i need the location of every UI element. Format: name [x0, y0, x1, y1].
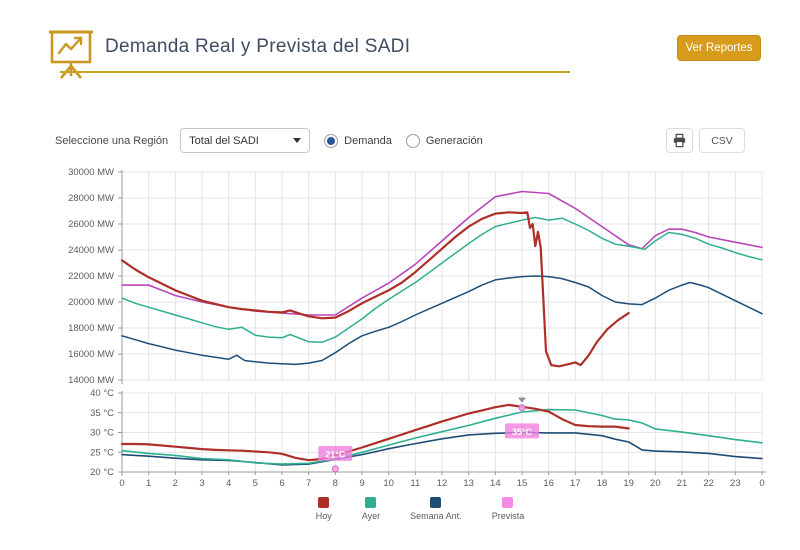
svg-text:18000 MW: 18000 MW	[68, 323, 114, 334]
svg-text:23: 23	[730, 478, 741, 489]
legend-item-semana-ant[interactable]: Semana Ant.	[410, 497, 462, 521]
radio-demanda[interactable]: Demanda	[324, 133, 392, 148]
svg-text:14: 14	[490, 478, 501, 489]
page-title: Demanda Real y Prevista del SADI	[105, 36, 411, 57]
svg-text:21°C: 21°C	[325, 449, 346, 459]
svg-text:20000 MW: 20000 MW	[68, 297, 114, 308]
header-underline	[60, 71, 570, 73]
presentation-chart-icon	[49, 30, 93, 79]
svg-text:21: 21	[677, 478, 688, 489]
svg-text:7: 7	[306, 478, 311, 489]
svg-text:17: 17	[570, 478, 581, 489]
svg-text:3: 3	[199, 478, 204, 489]
legend-item-ayer[interactable]: Ayer	[362, 497, 380, 521]
svg-text:30000 MW: 30000 MW	[68, 167, 114, 178]
printer-icon	[673, 133, 686, 148]
region-select[interactable]: Total del SADI	[180, 128, 311, 153]
svg-text:5: 5	[253, 478, 258, 489]
svg-text:22000 MW: 22000 MW	[68, 271, 114, 282]
ver-reportes-button[interactable]: Ver Reportes	[677, 35, 761, 61]
series-line-hoy	[120, 211, 630, 368]
series-line-semana-ant	[121, 275, 763, 366]
chart-legend: Hoy Ayer Semana Ant. Prevista	[100, 497, 740, 521]
radio-generacion[interactable]: Generación	[405, 133, 483, 148]
svg-text:20: 20	[650, 478, 661, 489]
legend-label-hoy: Hoy	[315, 511, 332, 521]
series-line-ayer	[121, 408, 763, 465]
legend-swatch-ayer	[365, 497, 377, 508]
svg-text:6: 6	[279, 478, 284, 489]
region-select-value: Total del SADI	[189, 134, 259, 147]
legend-item-hoy[interactable]: Hoy	[316, 497, 332, 521]
svg-text:25 °C: 25 °C	[90, 447, 114, 458]
svg-text:15: 15	[517, 478, 528, 489]
svg-text:22: 22	[703, 478, 714, 489]
radio-generacion-label: Generación	[425, 134, 483, 147]
chevron-down-icon	[293, 138, 302, 143]
svg-text:4: 4	[226, 478, 231, 489]
svg-text:18: 18	[597, 478, 608, 489]
csv-button[interactable]: CSV	[699, 128, 745, 153]
svg-text:0: 0	[119, 478, 124, 489]
region-select-label: Seleccione una Región	[55, 134, 169, 147]
legend-swatch-semana-ant	[430, 497, 442, 508]
series-line-ayer	[121, 216, 763, 344]
radio-demanda-label: Demanda	[344, 134, 392, 147]
radio-demanda-circle[interactable]	[324, 133, 339, 148]
svg-text:30 °C: 30 °C	[90, 428, 114, 439]
svg-text:12: 12	[437, 478, 448, 489]
svg-text:0: 0	[759, 478, 764, 489]
svg-text:9: 9	[359, 478, 364, 489]
svg-text:24000 MW: 24000 MW	[68, 245, 114, 256]
svg-text:8: 8	[333, 478, 338, 489]
print-button[interactable]	[666, 128, 693, 153]
svg-text:16: 16	[543, 478, 554, 489]
svg-text:11: 11	[410, 478, 420, 489]
forecast-temp-annotation-0: 21°C	[318, 445, 353, 473]
demand-chart: 30000 MW 28000 MW 26000 MW 24000 MW 22000 MW…	[68, 167, 763, 386]
svg-text:10: 10	[383, 478, 394, 489]
toolbar: Seleccione una Región Total del SADI Dem…	[55, 127, 745, 154]
svg-text:26000 MW: 26000 MW	[68, 219, 114, 230]
legend-label-semana-ant: Semana Ant.	[410, 511, 462, 521]
svg-text:16000 MW: 16000 MW	[68, 349, 114, 360]
legend-item-prevista[interactable]: Prevista	[491, 497, 525, 521]
svg-text:19: 19	[623, 478, 634, 489]
svg-text:28000 MW: 28000 MW	[68, 193, 114, 204]
forecast-temp-annotation-1: 35°C	[505, 397, 539, 439]
svg-text:20 °C: 20 °C	[90, 467, 114, 478]
svg-text:2: 2	[173, 478, 178, 489]
radio-generacion-circle[interactable]	[405, 133, 420, 148]
legend-swatch-hoy	[318, 497, 330, 508]
svg-text:13: 13	[463, 478, 474, 489]
svg-text:35 °C: 35 °C	[90, 408, 114, 419]
svg-text:40 °C: 40 °C	[90, 388, 114, 399]
series-line-hoy	[120, 403, 630, 462]
legend-label-ayer: Ayer	[361, 511, 381, 521]
legend-label-prevista: Prevista	[491, 511, 525, 521]
svg-text:1: 1	[146, 478, 151, 489]
svg-text:14000 MW: 14000 MW	[68, 375, 114, 386]
legend-swatch-prevista	[502, 497, 514, 508]
temperature-chart: 40 °C35 °C30 °C25 °C20 °C0 1 2 3 4 5 6 7 8 9 10 11 1…	[90, 388, 766, 489]
svg-text:35°C: 35°C	[512, 427, 533, 437]
